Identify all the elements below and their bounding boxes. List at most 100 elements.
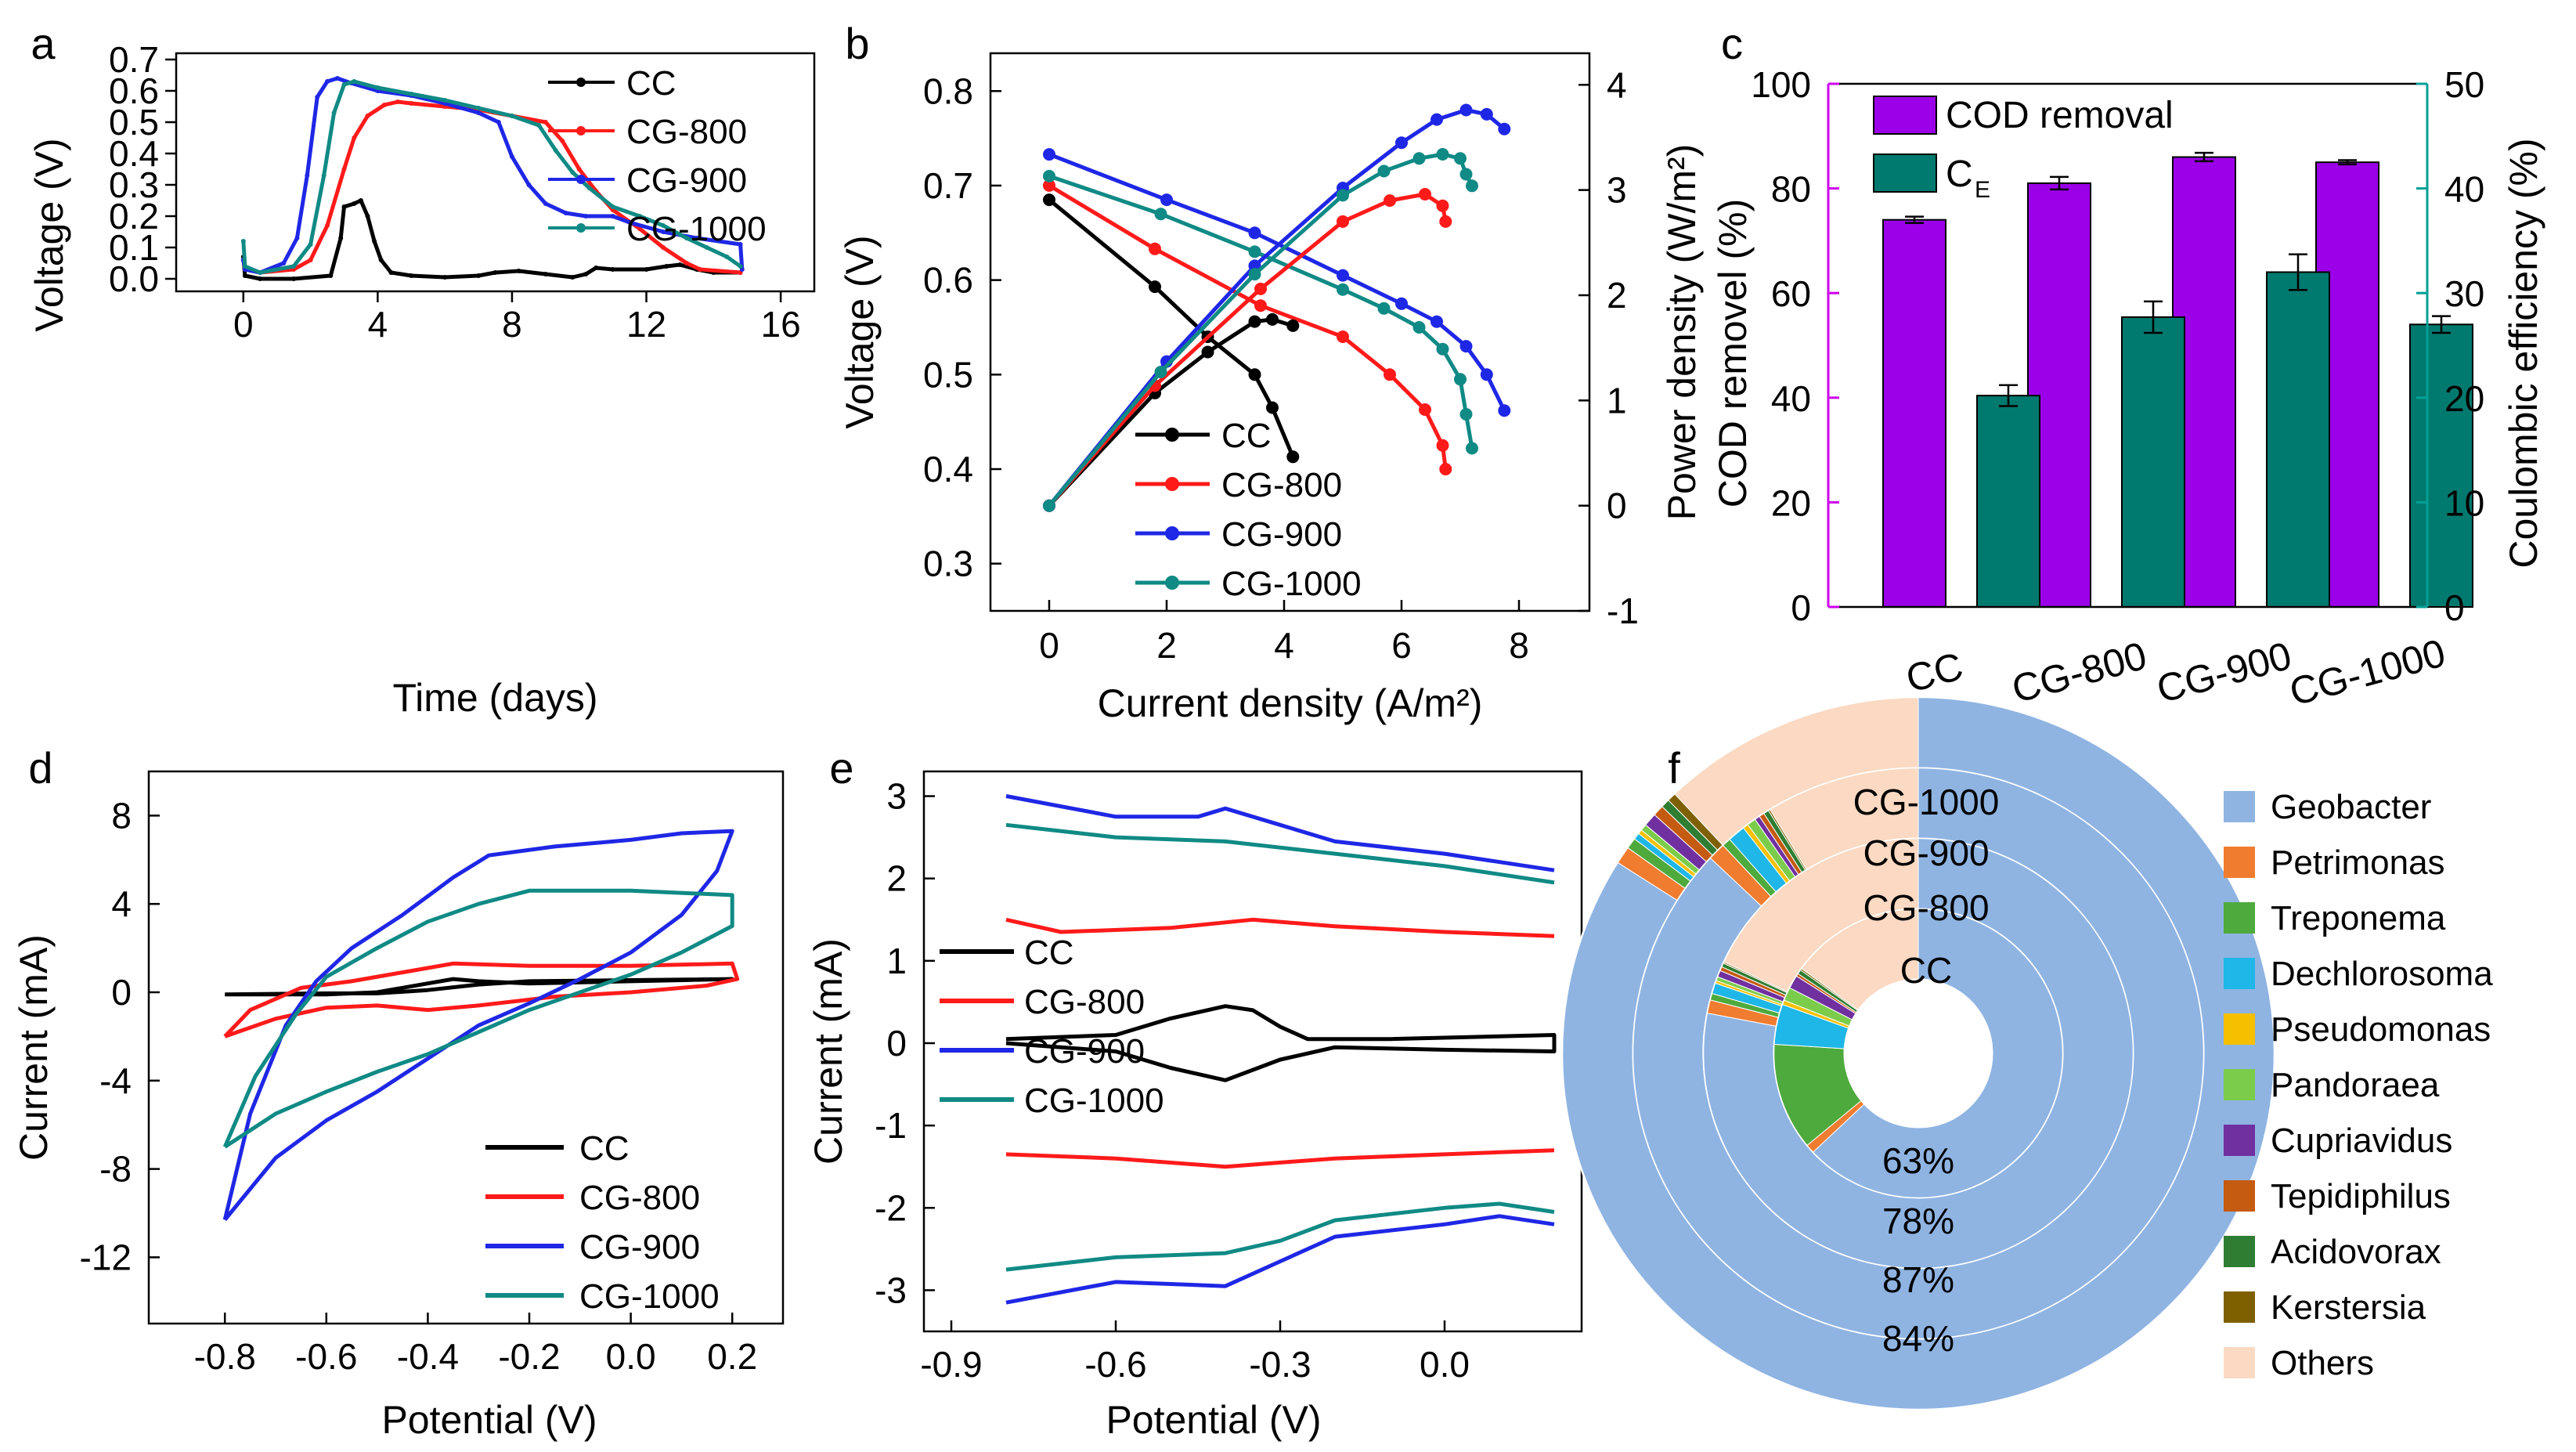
panel-b-polarization-point-CC-3 [1248,368,1261,381]
panel-a-point-CG-800-4 [308,258,313,262]
panel-b-power-point-CG-900-7 [1480,107,1493,121]
panel-a-point-CG-900-23 [694,236,699,240]
panel-a-legend-marker [576,126,586,135]
panel-f-percent-label: 84% [1882,1318,1954,1359]
panel-d-frame [147,770,785,1325]
panel-c-errorbar-ce-2 [2289,253,2307,291]
panel-f-legend-swatch-Pandoraea [2224,1069,2255,1100]
panel-f-percent-label: 87% [1882,1259,1954,1300]
panel-b-polarization-point-CG-800-3 [1337,330,1349,343]
panel-c-y2tick-label: 0 [2444,587,2465,628]
panel-a-xlabel: Time (days) [392,676,597,720]
panel-c-category-label: CG-900 [2152,634,2296,711]
panel-e-cv-CG-900-lower [1005,1214,1555,1305]
panel-c-y2tick-label: 10 [2444,482,2484,523]
panel-b-power-point-CG-900-6 [1459,103,1473,117]
panel-b-polarization-point-CG-800-4 [1384,368,1396,381]
panel-b-polarization-point-CG-1000-7 [1454,373,1467,386]
panel-a-point-CG-1000-22 [704,245,709,250]
panel-b-polarization-point-CG-800-2 [1254,299,1267,312]
panel-b-power-point-CG-900-8 [1498,122,1511,135]
panel-a-point-CG-1000-1 [242,264,247,269]
panel-b-ylabel: Voltage (V) [838,235,882,428]
panel-b-polarization-point-CG-800-5 [1419,403,1431,416]
panel-b-polarization-point-CG-900-3 [1337,269,1349,282]
panel-e-ytick-label: -3 [875,1270,907,1310]
panel-a-point-CC-14 [442,275,448,280]
panel-a-point-CC-3 [291,276,297,281]
panel-b-y2label: Power density (W/m²) [1660,144,1704,521]
panel-a-point-CG-800-22 [684,261,689,265]
panel-a-point-CG-1000-7 [341,82,347,87]
panel-e-xtick-label: -0.3 [1249,1344,1311,1385]
panel-b-power-point-CC-4 [1266,312,1279,326]
panel-b-polarization-point-CG-1000-1 [1154,208,1167,221]
panel-f-ring-label: CC [1900,950,1952,991]
panel-f-legend-swatch-Petrimonas [2224,847,2255,878]
panel-a-point-CG-900-16 [526,182,532,187]
panel-b-power-point-CG-1000-4 [1377,164,1391,178]
panel-a-point-CC-17 [516,269,521,273]
panel-b-polarization-point-CG-900-5 [1431,315,1443,328]
panel-a-point-CC-18 [543,272,548,276]
panel-b-polarization-point-CG-900-0 [1043,148,1055,161]
panel-c-y2tick-label: 40 [2444,169,2484,210]
panel-a-point-CC-9 [365,214,370,219]
panel-b-power-point-CC-2 [1201,345,1214,359]
panel-f-legend-label: Dechlorosoma [2271,955,2493,993]
panel-b-xtick-label: 2 [1156,625,1177,666]
panel-e-cv-CG-800-lower [1005,1148,1555,1169]
panel-a-point-CG-1000-24 [738,264,743,269]
panel-c-ytick-label: 60 [1771,273,1811,314]
panel-b-power-point-CC-5 [1286,319,1300,332]
panel-a-point-CG-800-15 [543,120,548,125]
panel-a-ytick-label: 0.6 [109,70,159,111]
panel-b-polarization-point-CG-1000-3 [1337,283,1349,296]
panel-b-power-CG-800 [1048,192,1448,507]
panel-a-point-CG-900-15 [509,154,514,159]
panel-a-point-CG-900-21 [627,220,633,225]
panel-label-b: b [845,19,869,68]
panel-d-ytick-label: 4 [111,883,132,924]
panel-b-polarization-point-CC-5 [1286,450,1300,464]
panel-c-y2tick-label: 20 [2444,378,2484,419]
panel-b-power-point-CG-800-2 [1254,282,1267,295]
panel-b-polarization-point-CG-800-0 [1043,179,1055,192]
panel-a-legend-label: CG-800 [626,113,747,151]
panel-a-point-CG-1000-15 [553,148,558,153]
panel-b-power-point-CG-1000-9 [1466,179,1478,193]
panel-a-point-CG-900-7 [325,79,330,84]
panel-e-ytick-label: 2 [886,858,907,899]
panel-f-legend-label: Others [2271,1344,2374,1382]
panel-f-legend-swatch-Tepidiphilus [2224,1180,2255,1212]
panel-b-polarization-point-CC-1 [1149,280,1161,294]
panel-a-point-CC-21 [593,265,599,270]
panel-c-bar-cod-0 [1882,219,1946,608]
panel-a-point-CC-13 [409,273,414,278]
panel-a-line-CG-900 [241,76,745,275]
panel-label-a: a [31,19,56,68]
panel-d-legend-label: CG-1000 [579,1277,720,1316]
panel-b-power-point-CG-800-7 [1439,215,1452,228]
panel-b-y2tick-label: 2 [1607,275,1627,316]
panel-d-xtick-label: -0.8 [194,1336,256,1377]
panel-f-legend-label: Geobacter [2271,788,2431,826]
panel-c-ytick-label: 20 [1771,482,1811,523]
panel-b-y2tick-label: 4 [1607,64,1627,105]
panel-b-power-point-CG-800-4 [1384,194,1396,208]
panel-f-percent-label: 78% [1882,1201,1954,1241]
panel-a-point-CG-800-10 [395,99,401,104]
panel-b-xtick-label: 6 [1391,625,1412,666]
panel-a-legend-marker [576,78,586,87]
panel-b-xtick-label: 0 [1039,625,1059,666]
panel-a-point-CC-23 [644,267,649,272]
panel-c-bar-ce-3 [2409,323,2473,608]
panel-a-xtick-label: 4 [368,304,388,345]
panel-f-ring-label: CG-800 [1863,887,1989,928]
panel-c-bar-ce-1 [2121,316,2185,608]
panel-c-legend-subscript: E [1975,177,1990,203]
panel-f-legend-label: Tepidiphilus [2271,1177,2451,1215]
panel-f-legend-label: Cupriavidus [2271,1122,2452,1160]
panel-a-point-CG-1000-13 [509,114,514,118]
panel-e-xtick-label: -0.6 [1084,1344,1146,1385]
